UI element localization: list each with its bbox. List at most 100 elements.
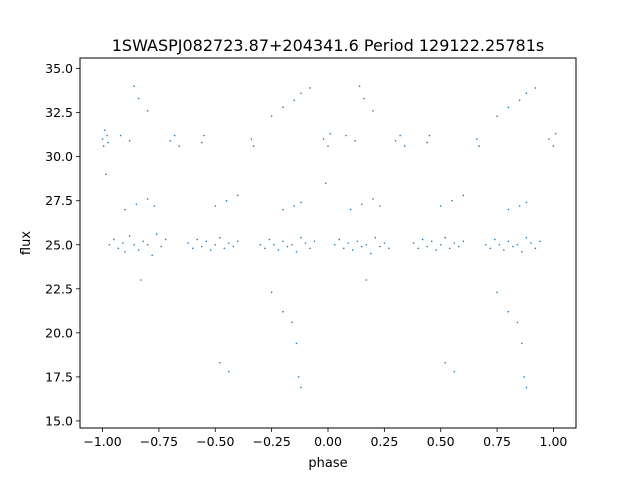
data-point bbox=[512, 245, 514, 248]
data-point bbox=[122, 242, 124, 244]
data-point bbox=[327, 145, 329, 147]
data-point bbox=[203, 134, 205, 137]
data-point bbox=[187, 242, 190, 244]
y-tick-label: 27.5 bbox=[45, 193, 73, 208]
data-point bbox=[539, 240, 541, 243]
data-point bbox=[370, 252, 372, 255]
data-point bbox=[525, 236, 528, 239]
data-point bbox=[372, 198, 374, 200]
data-point bbox=[309, 87, 311, 89]
scatter-points bbox=[101, 85, 557, 389]
data-point bbox=[252, 145, 255, 147]
data-point bbox=[525, 92, 528, 95]
data-point bbox=[225, 199, 228, 202]
data-point bbox=[421, 238, 424, 241]
data-point bbox=[128, 140, 131, 142]
data-point bbox=[270, 291, 273, 294]
data-point bbox=[347, 242, 350, 244]
data-point bbox=[476, 138, 478, 140]
data-point bbox=[439, 243, 442, 246]
data-point bbox=[178, 145, 180, 147]
data-point bbox=[403, 145, 406, 147]
data-point bbox=[345, 134, 347, 137]
data-point bbox=[146, 243, 149, 246]
data-point bbox=[102, 145, 105, 147]
data-point bbox=[521, 251, 523, 253]
data-point bbox=[356, 240, 359, 243]
data-point bbox=[530, 242, 532, 244]
data-point bbox=[259, 243, 262, 246]
data-point bbox=[374, 236, 377, 239]
x-tick-label: 0.00 bbox=[314, 434, 342, 449]
data-point bbox=[379, 205, 381, 207]
data-point bbox=[309, 247, 311, 250]
data-point bbox=[453, 242, 456, 244]
data-point bbox=[218, 236, 221, 239]
data-point bbox=[516, 321, 519, 324]
data-point bbox=[169, 140, 171, 142]
data-point bbox=[282, 240, 284, 243]
data-point bbox=[218, 362, 221, 364]
data-point bbox=[300, 236, 302, 239]
data-point bbox=[173, 134, 176, 137]
data-point bbox=[155, 233, 158, 235]
data-point bbox=[140, 279, 142, 281]
data-point bbox=[322, 138, 325, 140]
data-point bbox=[507, 208, 510, 211]
chart-title: 1SWASPJ082723.87+204341.6 Period 129122.… bbox=[112, 36, 544, 55]
data-point bbox=[462, 194, 465, 197]
data-point bbox=[153, 205, 156, 207]
data-point bbox=[282, 106, 284, 109]
plot-frame bbox=[79, 57, 577, 429]
data-point bbox=[518, 99, 521, 102]
data-point bbox=[333, 243, 336, 246]
data-point bbox=[108, 243, 111, 246]
data-point bbox=[151, 254, 153, 257]
data-point bbox=[209, 249, 212, 251]
data-point bbox=[282, 208, 284, 211]
data-point bbox=[293, 205, 295, 207]
data-point bbox=[105, 173, 107, 176]
x-tick-label: 0.75 bbox=[483, 434, 511, 449]
data-point bbox=[439, 205, 442, 207]
data-point bbox=[291, 321, 293, 324]
data-point bbox=[282, 310, 284, 313]
data-point bbox=[128, 235, 131, 237]
data-point bbox=[489, 247, 492, 250]
data-point bbox=[214, 243, 217, 246]
data-point bbox=[273, 243, 275, 246]
data-point bbox=[291, 243, 293, 246]
data-point bbox=[399, 134, 401, 137]
x-tick-label: 0.50 bbox=[427, 434, 455, 449]
data-point bbox=[365, 243, 368, 246]
data-point bbox=[521, 342, 523, 345]
y-axis: 15.0 17.5 20.0 22.5 25.0 27.5 30.0 32.5 35.0 bbox=[45, 61, 80, 428]
data-point bbox=[444, 236, 447, 239]
data-point bbox=[237, 194, 239, 197]
y-tick-label: 35.0 bbox=[45, 61, 73, 76]
data-point bbox=[200, 141, 203, 144]
data-point bbox=[485, 243, 487, 246]
data-point bbox=[428, 134, 431, 137]
data-point bbox=[383, 242, 386, 244]
data-point bbox=[507, 310, 510, 313]
data-point bbox=[146, 110, 149, 112]
data-point bbox=[507, 240, 510, 243]
data-point bbox=[137, 249, 140, 251]
data-point bbox=[494, 238, 496, 241]
data-point bbox=[223, 247, 226, 250]
y-tick-label: 22.5 bbox=[45, 281, 73, 296]
x-tick-label: 0.25 bbox=[370, 434, 398, 449]
data-point bbox=[496, 115, 498, 117]
y-tick-label: 32.5 bbox=[45, 105, 73, 120]
data-point bbox=[534, 247, 537, 250]
x-axis-label: phase bbox=[308, 456, 347, 471]
data-point bbox=[146, 198, 149, 200]
data-point bbox=[338, 238, 341, 241]
y-tick-label: 15.0 bbox=[45, 413, 73, 428]
data-point bbox=[191, 247, 194, 250]
data-point bbox=[518, 205, 521, 207]
data-point bbox=[295, 251, 298, 253]
data-point bbox=[214, 205, 217, 207]
